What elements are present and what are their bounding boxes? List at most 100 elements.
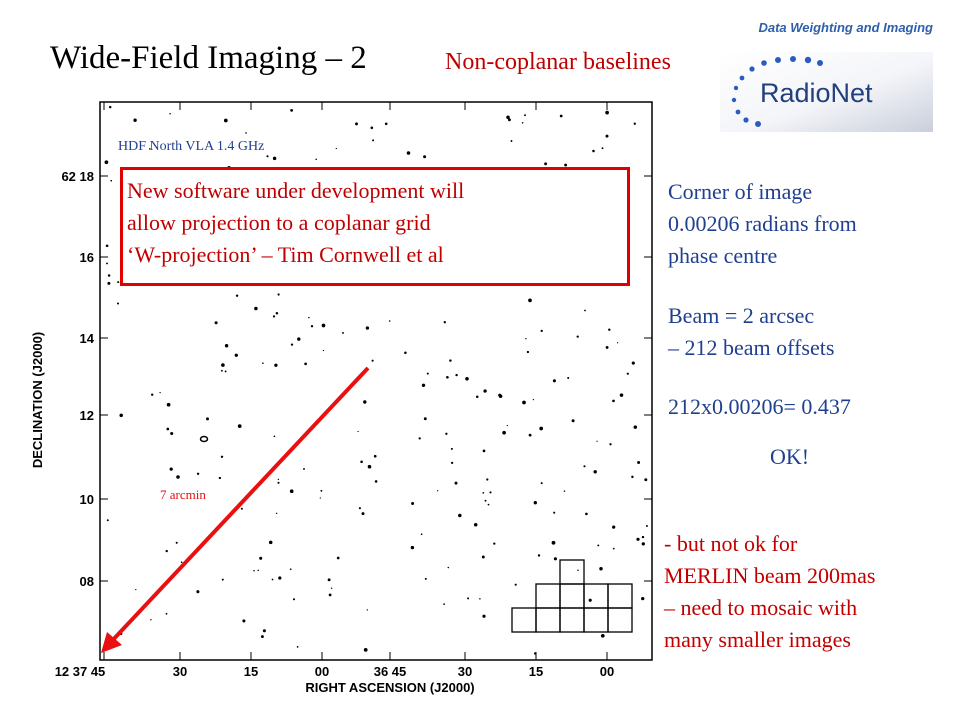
source-dot xyxy=(636,537,640,541)
source-dot xyxy=(271,578,274,581)
note-line: – need to mosaic with xyxy=(664,595,858,620)
overlay-line: allow projection to a coplanar grid xyxy=(127,210,431,235)
source-dot xyxy=(388,320,391,322)
source-dot xyxy=(363,400,367,404)
x-tick-label: 00 xyxy=(315,664,329,679)
source-dot xyxy=(159,391,161,394)
source-dot xyxy=(528,298,532,303)
source-dot xyxy=(308,316,310,319)
source-dot xyxy=(443,321,446,324)
source-dot xyxy=(363,648,368,652)
source-dot xyxy=(206,417,209,421)
source-dot xyxy=(489,491,492,494)
source-dot xyxy=(605,110,609,115)
source-dot xyxy=(481,555,485,559)
source-dot xyxy=(315,158,317,161)
beam-note: Beam = 2 arcsec – 212 beam offsets xyxy=(668,300,834,364)
source-dot xyxy=(559,114,563,118)
source-dot xyxy=(544,162,548,166)
source-dot xyxy=(482,614,486,618)
source-dot xyxy=(411,502,415,505)
source-dot xyxy=(275,312,279,315)
source-dot xyxy=(335,147,337,150)
source-dot xyxy=(254,306,258,311)
source-dot xyxy=(644,478,648,482)
note-line: many smaller images xyxy=(664,627,851,652)
source-dot xyxy=(218,476,222,480)
x-tick-label: 00 xyxy=(600,664,614,679)
source-dot xyxy=(107,281,111,285)
source-dot xyxy=(601,147,604,150)
source-dot xyxy=(426,372,429,375)
source-dot xyxy=(221,369,223,372)
note-line: – 212 beam offsets xyxy=(668,335,835,360)
x-tick-label: 36 45 xyxy=(374,664,407,679)
source-dot xyxy=(107,274,111,277)
source-dot xyxy=(275,512,278,515)
source-dot xyxy=(169,467,173,471)
source-dot xyxy=(633,122,636,125)
source-dot xyxy=(166,427,170,431)
source-dot xyxy=(196,590,200,594)
source-dot xyxy=(498,394,503,398)
source-dot xyxy=(245,132,247,134)
x-tick-label: 30 xyxy=(458,664,472,679)
note-line: Beam = 2 arcsec xyxy=(668,303,815,328)
source-dot xyxy=(446,375,449,379)
source-dot xyxy=(289,568,292,571)
source-dot xyxy=(342,331,344,334)
source-dot xyxy=(522,400,526,405)
arrow-label: 7 arcmin xyxy=(160,487,206,502)
source-dot xyxy=(605,345,609,349)
source-dot xyxy=(583,465,586,468)
source-dot xyxy=(272,156,277,161)
source-dot xyxy=(637,461,641,464)
source-dot xyxy=(641,535,645,539)
source-dot xyxy=(327,578,331,582)
source-dot xyxy=(608,328,611,331)
source-dot xyxy=(551,540,556,545)
y-axis-label: DECLINATION (J2000) xyxy=(30,332,45,468)
source-dot xyxy=(235,294,239,297)
x-tick-label: 12 37 45 xyxy=(55,664,106,679)
source-dot xyxy=(521,122,524,124)
note-line: - but not ok for xyxy=(664,531,798,556)
source-dot xyxy=(320,489,323,492)
source-dot xyxy=(467,597,470,600)
source-dot xyxy=(418,437,421,440)
source-dot xyxy=(106,262,108,265)
source-dot xyxy=(289,489,294,494)
logo-stars-icon xyxy=(731,56,823,127)
source-dot xyxy=(423,155,427,159)
source-dot xyxy=(253,570,255,572)
source-dot xyxy=(366,609,368,611)
source-dot xyxy=(540,329,543,333)
source-dot xyxy=(358,507,361,510)
source-dot xyxy=(552,379,556,383)
source-dot xyxy=(526,350,530,354)
source-dot xyxy=(220,455,224,459)
source-dot xyxy=(260,635,264,639)
y-tick-label: 16 xyxy=(80,250,94,265)
source-dot xyxy=(532,398,535,401)
source-dot xyxy=(537,554,541,557)
source-dot xyxy=(406,151,411,155)
note-line: 0.00206 radians from xyxy=(668,211,857,236)
logo-text: RadioNet xyxy=(760,78,873,108)
source-dot xyxy=(365,326,370,330)
source-dot xyxy=(493,542,496,545)
source-dot xyxy=(584,309,586,312)
source-dot xyxy=(277,481,280,484)
source-dot xyxy=(553,511,556,514)
source-dot xyxy=(170,431,174,436)
source-dot xyxy=(278,576,282,580)
source-dot xyxy=(373,454,377,458)
source-dot xyxy=(612,399,615,403)
source-dot xyxy=(449,359,452,362)
overlay-line: ‘W-projection’ – Tim Cornwell et al xyxy=(127,242,444,267)
axis-ticks xyxy=(100,102,652,660)
source-dot xyxy=(619,393,624,397)
source-dot xyxy=(612,547,615,550)
source-dot xyxy=(106,519,109,522)
source-dot xyxy=(336,556,340,560)
